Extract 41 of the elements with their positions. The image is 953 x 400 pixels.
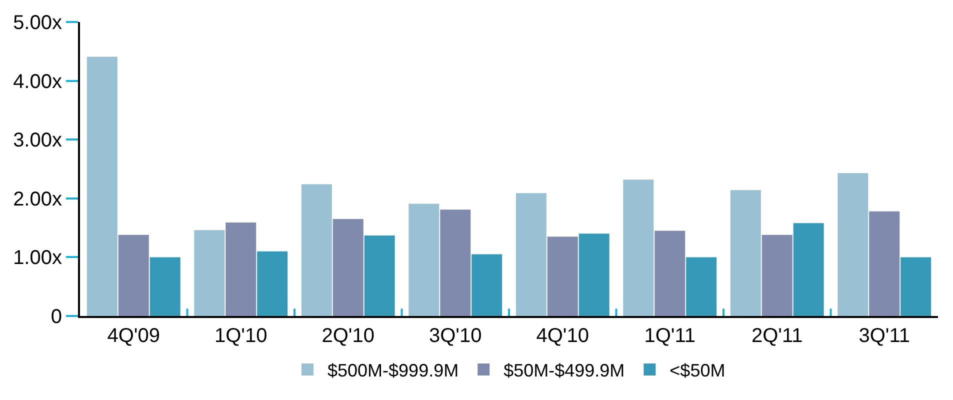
x-tick-label: 1Q'11 [644,325,696,347]
x-tick-label: 4Q'09 [107,325,160,347]
x-tick-label: 3Q'11 [858,325,910,347]
y-tick-label: 0 [50,306,62,328]
legend-label: <$50M [670,360,726,380]
bar [194,230,225,316]
legend-label: $50M-$499.9M [504,360,625,380]
y-tick-label: 2.00x [13,188,62,210]
bar [623,180,654,316]
x-tick-label: 4Q'10 [536,325,590,347]
bar [762,234,792,316]
bar [364,235,395,316]
bar [730,190,761,316]
bar [86,56,118,316]
x-tick-label: 2Q'10 [322,325,375,347]
bar [472,254,502,316]
bar [793,223,824,316]
bar [301,184,332,316]
bar [332,218,364,316]
x-tick-label: 2Q'11 [751,325,803,347]
bar [440,210,471,316]
bar [516,193,546,316]
y-tick-label: 5.00x [13,12,62,34]
bar [838,173,868,316]
bar [578,234,610,316]
bar [408,204,440,316]
bar [257,251,288,316]
x-tick-label: 3Q'10 [429,325,482,347]
bar [150,257,180,316]
y-tick-label: 1.00x [13,247,62,270]
bar [686,257,717,316]
bar [654,230,686,316]
bar [226,222,256,316]
bar [118,234,149,316]
legend-label: $500M-$999.9M [328,360,459,380]
y-tick-label: 3.00x [13,130,62,152]
bar [900,257,932,316]
y-tick-label: 4.00x [13,70,62,93]
bar [547,236,578,316]
x-tick-label: 1Q'10 [214,325,268,347]
bar [869,211,900,316]
